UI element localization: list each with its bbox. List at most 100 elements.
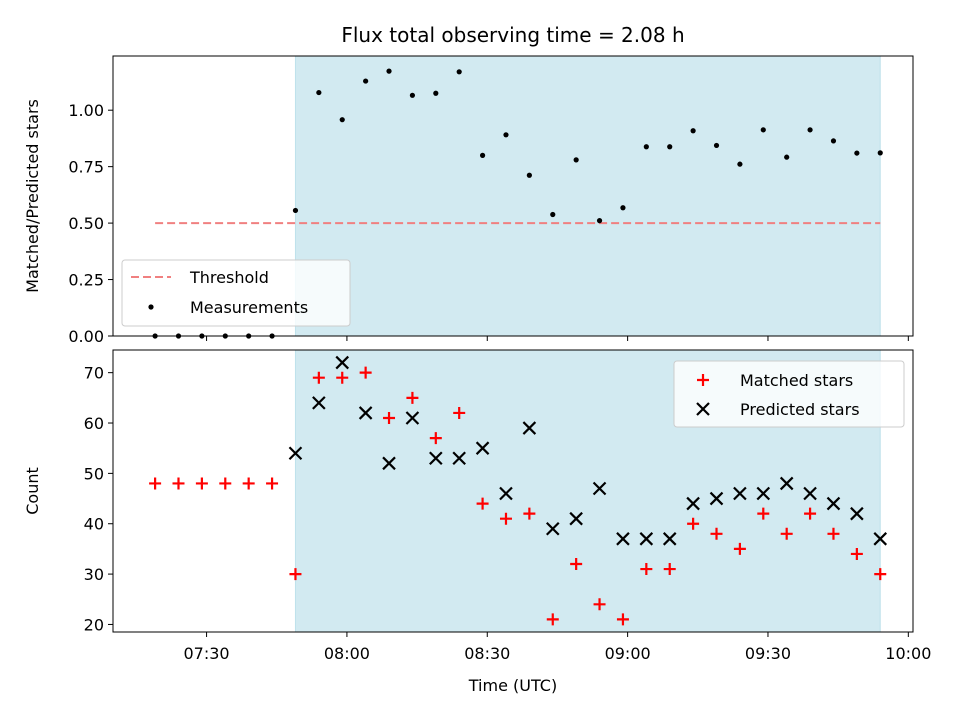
- plot-frame: [112, 349, 914, 633]
- matched-stars-point: [687, 517, 700, 530]
- measurement-point: [573, 157, 579, 163]
- legend-predicted-swatch: [696, 402, 710, 416]
- y-axis-label: Matched/Predicted stars: [23, 99, 42, 293]
- legend-measurements-swatch: [148, 304, 154, 310]
- matched-stars-point: [804, 507, 817, 520]
- matched-stars-point: [336, 371, 349, 384]
- measurement-point: [643, 144, 649, 150]
- predicted-stars-point: [733, 486, 747, 501]
- predicted-stars-point: [616, 532, 630, 546]
- predicted-stars-point: [662, 532, 677, 546]
- measurement-point: [550, 211, 556, 218]
- matched-stars-point: [383, 411, 396, 424]
- legend-box: [121, 259, 351, 327]
- y-tick-label: 60: [84, 414, 104, 433]
- matched-stars-point: [242, 477, 255, 490]
- x-tick-label: 09:30: [745, 644, 791, 663]
- predicted-stars-point: [873, 532, 888, 546]
- measurement-point: [737, 161, 743, 167]
- measurement-point: [760, 127, 766, 133]
- predicted-stars-point: [499, 486, 513, 501]
- matched-stars-point: [149, 477, 162, 490]
- predicted-stars-point: [382, 456, 396, 471]
- predicted-stars-point: [709, 491, 724, 506]
- predicted-stars-point: [639, 532, 654, 546]
- y-tick-label: 0.00: [68, 327, 104, 346]
- legend-box: [673, 360, 905, 428]
- matched-stars-point: [616, 613, 629, 626]
- y-axis-label: Count: [23, 467, 42, 515]
- matched-stars-point: [570, 558, 583, 571]
- measurement-point: [386, 68, 392, 74]
- predicted-stars-point: [850, 506, 864, 521]
- predicted-stars-point: [358, 406, 373, 420]
- predicted-stars-point: [592, 481, 607, 496]
- matched-stars-point: [546, 613, 559, 626]
- measurement-point: [479, 152, 486, 158]
- y-tick-label: 30: [84, 565, 104, 584]
- measurement-point: [830, 138, 837, 144]
- matched-stars-point: [312, 371, 325, 384]
- measurement-point: [596, 218, 603, 224]
- predicted-stars-point: [756, 486, 771, 501]
- legend-predicted-label: Predicted stars: [740, 400, 860, 419]
- matched-stars-point: [406, 391, 419, 404]
- measurement-point: [503, 132, 509, 138]
- x-tick-label: 08:00: [324, 644, 370, 663]
- measurement-point: [292, 207, 299, 214]
- legend-matched-swatch: [697, 374, 709, 386]
- predicted-stars-point: [826, 496, 841, 511]
- matched-stars-point: [172, 477, 185, 490]
- matched-stars-point: [219, 477, 232, 490]
- measurement-point: [433, 90, 439, 96]
- y-tick-label: 1.00: [68, 101, 104, 120]
- legend-matched-label: Matched stars: [740, 371, 853, 390]
- predicted-stars-point: [288, 446, 303, 461]
- y-tick-label: 0.75: [68, 158, 104, 177]
- predicted-stars-point: [312, 396, 326, 410]
- measurement-point: [807, 127, 813, 133]
- predicted-stars-point: [429, 451, 443, 466]
- predicted-stars-point: [522, 421, 537, 435]
- measurement-point: [877, 150, 883, 156]
- measurement-point: [854, 150, 860, 156]
- predicted-stars-point: [475, 441, 490, 455]
- matched-stars-point: [850, 547, 863, 560]
- count-panel: 20 30 40 50 60 70 07:30 08:00 08:30 09:00 09:30 10:…: [23, 349, 931, 695]
- predicted-stars-point: [335, 355, 350, 370]
- measurement-point: [339, 117, 345, 123]
- measurement-point: [690, 128, 696, 134]
- matched-stars-point: [733, 542, 746, 555]
- measurement-point: [526, 172, 532, 178]
- matched-stars-point: [499, 512, 512, 525]
- predicted-stars-point: [545, 521, 560, 536]
- matched-stars-point: [710, 527, 723, 540]
- measurement-point: [363, 78, 369, 84]
- matched-stars-point: [289, 568, 302, 581]
- measurement-point: [620, 205, 626, 211]
- predicted-stars-point: [569, 511, 583, 526]
- matched-stars-point: [429, 432, 442, 445]
- measurement-point: [784, 154, 790, 160]
- matched-stars-point: [453, 406, 466, 419]
- matched-stars-point: [593, 598, 606, 611]
- predicted-stars-point: [452, 451, 466, 466]
- y-tick-label: 70: [84, 364, 104, 383]
- matched-stars-point: [523, 507, 536, 520]
- measurement-point: [713, 142, 720, 149]
- predicted-stars-point: [686, 496, 700, 511]
- matched-stars-point: [874, 568, 887, 581]
- matched-stars-point: [476, 497, 489, 510]
- x-tick-label: 07:30: [184, 644, 230, 663]
- matched-stars-point: [757, 507, 770, 520]
- predicted-stars-point: [405, 411, 420, 425]
- legend-measurements-label: Measurements: [190, 298, 308, 317]
- measurement-point: [409, 92, 416, 98]
- predicted-stars-point: [803, 486, 817, 501]
- ratio-panel: 0.00 0.25 0.50 0.75 1.00 Flux total observing…: [23, 23, 914, 346]
- matched-stars-point: [827, 527, 840, 540]
- y-tick-label: 0.50: [68, 214, 104, 233]
- matched-stars-point: [780, 527, 793, 540]
- x-tick-label: 08:30: [464, 644, 510, 663]
